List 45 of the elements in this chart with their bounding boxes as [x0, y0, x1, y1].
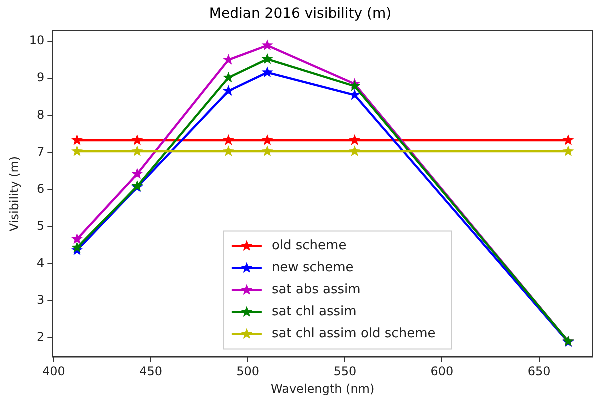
point — [72, 233, 83, 244]
legend-label: sat chl assim — [272, 304, 357, 320]
x-tick-label: 450 — [140, 364, 162, 379]
y-tick-label: 2 — [37, 330, 45, 344]
point — [222, 134, 234, 146]
point — [262, 40, 274, 50]
point — [72, 242, 83, 253]
point — [132, 146, 144, 156]
legend-label: sat chl assim old scheme — [272, 326, 436, 342]
point — [349, 146, 361, 156]
point — [262, 53, 274, 64]
chart-title: Median 2016 visibility (m) — [209, 6, 392, 22]
point — [262, 66, 274, 78]
y-tick-label: 4 — [37, 256, 45, 270]
x-tick-label: 600 — [430, 364, 454, 379]
y-tick-label: 10 — [29, 34, 45, 48]
point — [222, 72, 234, 83]
point — [222, 54, 234, 65]
point — [132, 168, 144, 180]
legend-label: new scheme — [272, 260, 354, 276]
x-tick-label: 500 — [236, 364, 260, 379]
legend-label: sat abs assim — [272, 282, 361, 298]
point — [562, 146, 574, 156]
y-tick-label: 3 — [37, 293, 45, 308]
x-axis-title: Wavelength (nm) — [271, 382, 375, 396]
y-tick-label: 9 — [37, 70, 45, 85]
point — [262, 134, 274, 146]
point — [222, 85, 234, 96]
point — [562, 134, 574, 146]
point — [262, 146, 274, 156]
y-tick-label: 5 — [37, 218, 45, 233]
point — [349, 134, 361, 146]
y-tick-label: 6 — [37, 182, 45, 196]
x-tick-label: 650 — [528, 364, 551, 379]
y-tick-label: 7 — [37, 144, 45, 159]
x-tick-label: 400 — [42, 364, 66, 379]
x-tick-label: 550 — [334, 364, 357, 379]
point — [72, 146, 83, 156]
point — [222, 146, 234, 156]
point — [72, 134, 83, 146]
point — [132, 134, 144, 146]
point — [349, 89, 361, 100]
legend-label: old scheme — [272, 238, 347, 254]
y-axis-title: Visibility (m) — [7, 156, 22, 232]
y-tick-label: 8 — [37, 108, 45, 122]
